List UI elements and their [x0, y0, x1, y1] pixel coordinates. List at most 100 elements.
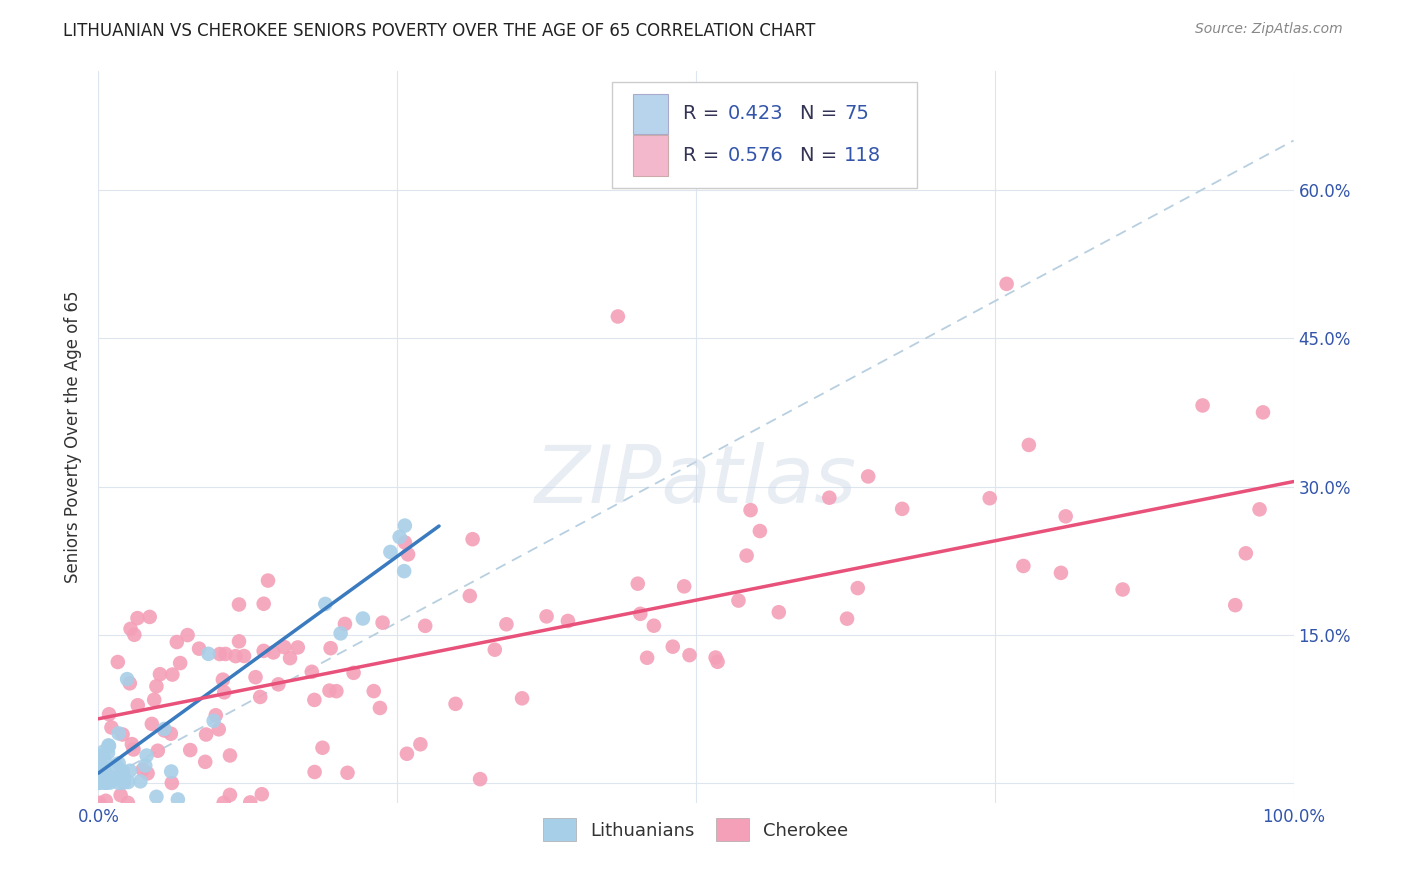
Point: [225, 649, 247, 664]
Point: [995, 277, 1018, 291]
Text: 0.576: 0.576: [728, 146, 785, 165]
Point: [1018, 438, 1040, 452]
FancyBboxPatch shape: [633, 136, 668, 176]
Point: [314, 597, 336, 611]
Point: [91, 770, 114, 784]
Point: [90, 772, 112, 787]
Point: [318, 683, 340, 698]
Point: [108, 776, 131, 790]
Point: [160, 776, 183, 790]
Point: [311, 740, 333, 755]
Point: [287, 640, 309, 655]
Point: [167, 792, 190, 806]
Text: 0.423: 0.423: [728, 104, 785, 123]
Text: N =: N =: [800, 104, 844, 123]
Point: [1234, 546, 1257, 560]
Point: [96, 774, 118, 789]
Point: [342, 665, 364, 680]
Point: [98, 739, 121, 753]
Point: [606, 310, 628, 324]
Point: [145, 679, 167, 693]
Point: [219, 788, 242, 802]
Point: [228, 634, 250, 648]
Point: [112, 772, 135, 786]
Point: [117, 796, 139, 810]
Point: [704, 650, 727, 665]
Point: [253, 644, 276, 658]
Point: [204, 708, 226, 723]
Point: [188, 641, 211, 656]
Point: [818, 491, 841, 505]
Point: [380, 545, 402, 559]
Point: [169, 656, 191, 670]
Point: [409, 737, 432, 751]
Point: [1054, 509, 1077, 524]
Point: [368, 701, 391, 715]
Point: [735, 549, 758, 563]
Point: [388, 530, 411, 544]
Point: [891, 501, 914, 516]
Point: [96, 772, 118, 787]
Point: [94, 794, 117, 808]
Point: [93, 775, 115, 789]
Point: [458, 589, 481, 603]
Point: [90, 766, 112, 780]
Point: [1251, 405, 1274, 419]
Point: [202, 714, 225, 728]
Point: [214, 647, 236, 661]
Point: [145, 789, 167, 804]
Point: [96, 775, 118, 789]
Point: [87, 766, 110, 780]
Point: [233, 648, 256, 663]
Point: [87, 771, 110, 785]
Point: [87, 772, 110, 787]
Point: [444, 697, 467, 711]
Point: [257, 574, 280, 588]
Point: [461, 532, 484, 546]
Point: [91, 773, 114, 788]
Point: [136, 766, 159, 780]
Point: [94, 765, 117, 780]
Point: [87, 772, 110, 786]
Point: [768, 605, 790, 619]
Point: [363, 684, 385, 698]
Point: [160, 764, 183, 779]
Point: [94, 775, 117, 789]
Point: [93, 767, 115, 781]
Point: [96, 770, 118, 784]
Point: [856, 469, 879, 483]
Point: [510, 691, 533, 706]
Point: [661, 640, 683, 654]
Point: [135, 748, 157, 763]
Point: [89, 775, 111, 789]
Point: [194, 755, 217, 769]
Point: [91, 773, 114, 788]
Point: [110, 788, 132, 802]
Point: [122, 742, 145, 756]
Point: [98, 770, 121, 784]
Point: [117, 775, 139, 789]
Point: [153, 722, 176, 736]
Point: [111, 764, 134, 779]
Point: [228, 598, 250, 612]
Point: [98, 707, 121, 722]
Point: [678, 648, 700, 662]
Point: [333, 616, 356, 631]
Point: [1225, 598, 1247, 612]
Point: [93, 764, 115, 778]
Point: [162, 667, 184, 681]
Point: [89, 749, 111, 764]
Point: [91, 770, 114, 784]
Point: [166, 635, 188, 649]
Point: [97, 746, 120, 760]
Point: [107, 756, 129, 771]
Point: [134, 758, 156, 772]
Point: [636, 650, 658, 665]
Text: 75: 75: [844, 104, 869, 123]
Point: [1050, 566, 1073, 580]
Point: [245, 670, 267, 684]
FancyBboxPatch shape: [633, 94, 668, 134]
Text: Source: ZipAtlas.com: Source: ZipAtlas.com: [1195, 22, 1343, 37]
Point: [336, 765, 359, 780]
Point: [835, 612, 858, 626]
